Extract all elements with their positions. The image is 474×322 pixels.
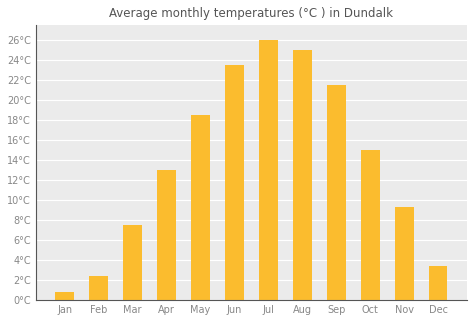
Bar <box>90 276 108 300</box>
Bar <box>429 266 447 300</box>
Title: Average monthly temperatures (°C ) in Dundalk: Average monthly temperatures (°C ) in Du… <box>109 7 393 20</box>
Bar <box>225 65 244 300</box>
Bar <box>259 40 278 300</box>
Bar <box>293 50 312 300</box>
Bar <box>361 150 380 300</box>
Bar <box>123 225 142 300</box>
Bar <box>55 292 74 300</box>
Bar <box>191 115 210 300</box>
Bar <box>157 170 176 300</box>
Bar <box>327 85 346 300</box>
Bar <box>395 207 413 300</box>
